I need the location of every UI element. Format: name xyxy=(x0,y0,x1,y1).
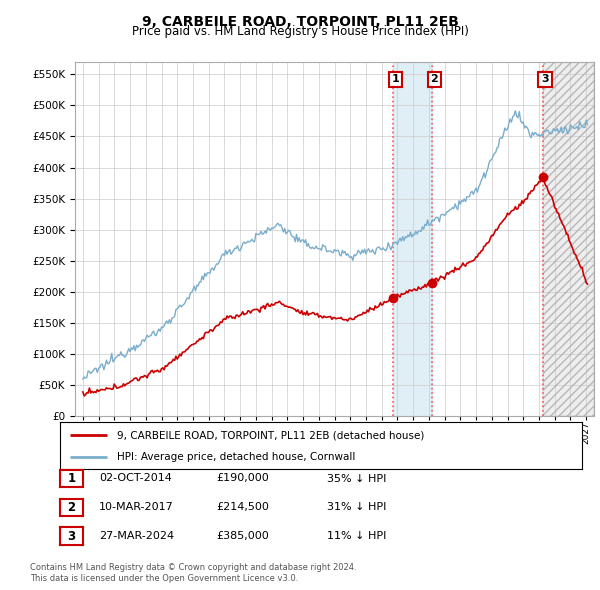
Text: 27-MAR-2024: 27-MAR-2024 xyxy=(99,532,174,541)
Text: 11% ↓ HPI: 11% ↓ HPI xyxy=(327,532,386,541)
Text: Contains HM Land Registry data © Crown copyright and database right 2024.: Contains HM Land Registry data © Crown c… xyxy=(30,563,356,572)
Bar xyxy=(542,62,594,416)
Text: 10-MAR-2017: 10-MAR-2017 xyxy=(99,503,174,512)
Bar xyxy=(394,62,432,416)
Text: Price paid vs. HM Land Registry's House Price Index (HPI): Price paid vs. HM Land Registry's House … xyxy=(131,25,469,38)
Text: 3: 3 xyxy=(541,74,549,84)
Text: £214,500: £214,500 xyxy=(216,503,269,512)
Text: 31% ↓ HPI: 31% ↓ HPI xyxy=(327,503,386,512)
Text: 1: 1 xyxy=(67,472,76,485)
Text: 9, CARBEILE ROAD, TORPOINT, PL11 2EB (detached house): 9, CARBEILE ROAD, TORPOINT, PL11 2EB (de… xyxy=(118,430,425,440)
Text: £385,000: £385,000 xyxy=(216,532,269,541)
Text: 9, CARBEILE ROAD, TORPOINT, PL11 2EB: 9, CARBEILE ROAD, TORPOINT, PL11 2EB xyxy=(142,15,458,29)
Text: £190,000: £190,000 xyxy=(216,474,269,483)
Text: 2: 2 xyxy=(67,501,76,514)
Text: This data is licensed under the Open Government Licence v3.0.: This data is licensed under the Open Gov… xyxy=(30,574,298,583)
Text: 3: 3 xyxy=(67,530,76,543)
Text: 35% ↓ HPI: 35% ↓ HPI xyxy=(327,474,386,483)
Bar xyxy=(542,62,594,416)
Text: 02-OCT-2014: 02-OCT-2014 xyxy=(99,474,172,483)
Text: 1: 1 xyxy=(392,74,400,84)
Text: 2: 2 xyxy=(430,74,438,84)
Text: HPI: Average price, detached house, Cornwall: HPI: Average price, detached house, Corn… xyxy=(118,453,356,462)
